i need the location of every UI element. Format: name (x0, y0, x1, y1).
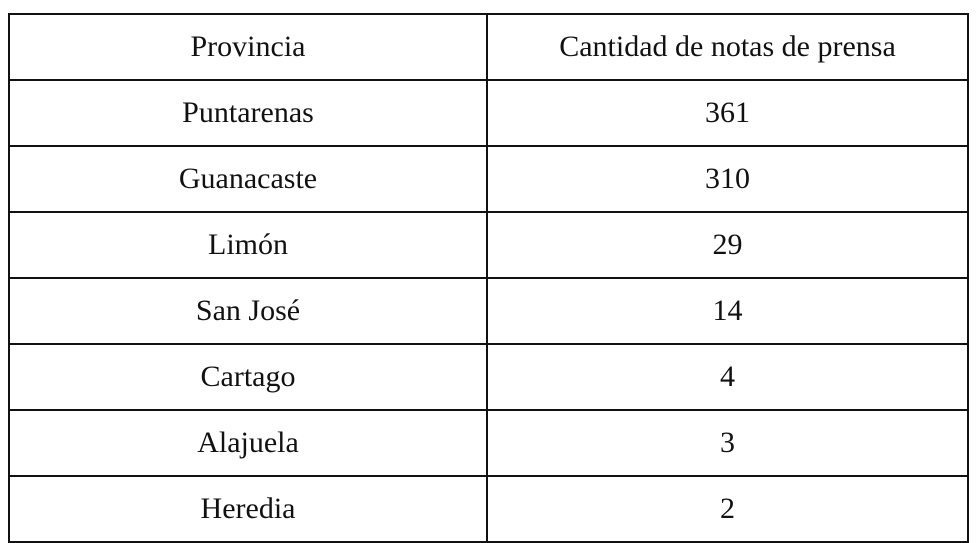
header-cell: Cantidad de notas de prensa (486, 13, 969, 81)
header-cell: Provincia (8, 13, 488, 81)
table-row: Guanacaste 310 (8, 145, 969, 213)
province-cell: Alajuela (8, 409, 488, 477)
province-cell: San José (8, 277, 488, 345)
province-cell: Heredia (8, 475, 488, 543)
province-cell: Limón (8, 211, 488, 279)
table-row: Limón 29 (8, 211, 969, 279)
province-cell: Cartago (8, 343, 488, 411)
province-cell: Guanacaste (8, 145, 488, 213)
table-head: Provincia Cantidad de notas de prensa (8, 13, 969, 81)
count-cell: 14 (486, 277, 969, 345)
count-cell: 4 (486, 343, 969, 411)
count-cell: 2 (486, 475, 969, 543)
data-table: Provincia Cantidad de notas de prensa Pu… (8, 13, 969, 543)
table-row: San José 14 (8, 277, 969, 345)
count-cell: 310 (486, 145, 969, 213)
table-row: Heredia 2 (8, 475, 969, 543)
table-row: Cartago 4 (8, 343, 969, 411)
table-row: Puntarenas 361 (8, 79, 969, 147)
table-body: Puntarenas 361 Guanacaste 310 Limón 29 San Jos… (8, 79, 969, 543)
header-row: Provincia Cantidad de notas de prensa (8, 13, 969, 81)
province-cell: Puntarenas (8, 79, 488, 147)
table-row: Alajuela 3 (8, 409, 969, 477)
count-cell: 29 (486, 211, 969, 279)
count-cell: 361 (486, 79, 969, 147)
count-cell: 3 (486, 409, 969, 477)
